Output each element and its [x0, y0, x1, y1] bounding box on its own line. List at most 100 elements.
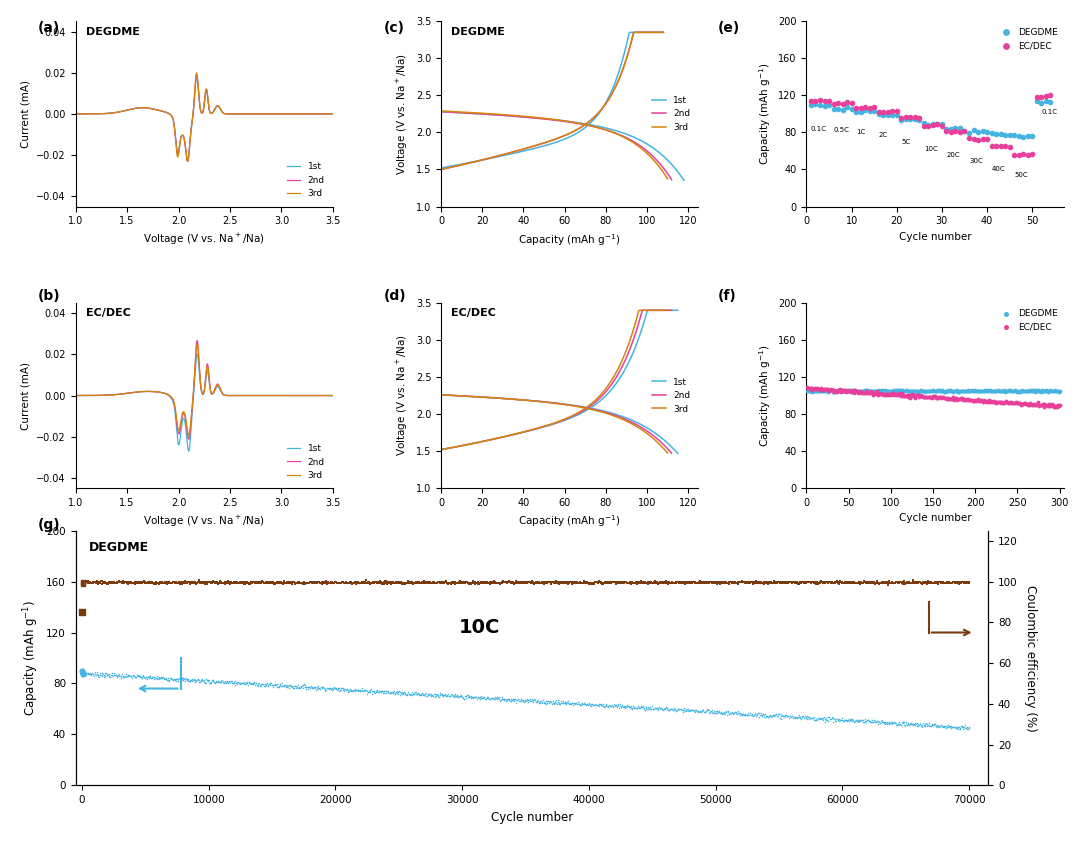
Point — [804, 575, 821, 588]
EC/DEC — [994, 395, 1011, 408]
Point — [353, 576, 370, 590]
EC/DEC — [1011, 396, 1028, 409]
Point — [834, 713, 851, 727]
Point — [833, 711, 850, 725]
EC/DEC — [996, 396, 1013, 409]
Point — [905, 576, 922, 590]
Point — [212, 574, 229, 588]
Point — [573, 576, 591, 590]
Point — [469, 577, 486, 591]
Point — [593, 577, 610, 591]
Point — [314, 680, 332, 694]
Point — [687, 575, 704, 588]
DEGDME — [883, 385, 901, 398]
Point — [847, 714, 864, 728]
Text: (e): (e) — [718, 21, 741, 35]
Point — [616, 576, 633, 589]
Point — [917, 717, 934, 730]
Point — [430, 689, 447, 702]
Point — [486, 690, 503, 704]
Point — [449, 690, 467, 704]
Point — [835, 713, 852, 727]
Point — [131, 669, 148, 683]
Point — [847, 576, 864, 590]
3rd — [326, 109, 339, 119]
EC/DEC — [1000, 396, 1017, 409]
EC/DEC — [1020, 149, 1037, 162]
Point — [232, 576, 249, 590]
Point — [505, 577, 523, 591]
Point — [734, 576, 752, 589]
Point — [208, 675, 226, 689]
Point — [79, 576, 96, 590]
Point — [177, 672, 194, 686]
Point — [244, 677, 261, 690]
DEGDME — [924, 118, 942, 132]
2nd — [326, 391, 339, 401]
Point — [252, 679, 269, 693]
Point — [916, 576, 933, 590]
Point — [450, 690, 468, 704]
DEGDME — [964, 385, 982, 398]
Point — [532, 694, 550, 707]
Point — [386, 686, 403, 700]
Point — [595, 576, 612, 589]
Point — [781, 711, 798, 724]
Point — [890, 717, 907, 730]
EC/DEC — [1015, 397, 1032, 411]
EC/DEC — [907, 388, 924, 402]
Point — [318, 575, 335, 588]
DEGDME — [934, 384, 951, 397]
Point — [379, 576, 396, 589]
EC/DEC — [912, 390, 929, 403]
Point — [731, 576, 748, 589]
Point — [786, 575, 804, 588]
DEGDME — [807, 385, 824, 398]
Point — [283, 679, 300, 693]
Point — [104, 576, 121, 589]
Point — [691, 704, 708, 717]
Point — [478, 576, 496, 589]
Point — [712, 706, 729, 720]
Point — [293, 576, 310, 589]
Point — [757, 710, 774, 723]
Point — [150, 672, 167, 686]
Point — [308, 680, 325, 694]
Point — [748, 708, 766, 722]
Point — [576, 575, 593, 588]
Point — [585, 576, 603, 590]
Point — [382, 686, 400, 700]
DEGDME — [802, 98, 820, 112]
Point — [897, 717, 915, 731]
Point — [894, 577, 912, 591]
Point — [548, 576, 565, 589]
Point — [841, 714, 859, 728]
EC/DEC — [1003, 396, 1021, 409]
Point — [90, 577, 107, 591]
EC/DEC — [883, 104, 901, 118]
Point — [784, 711, 801, 725]
1st — [188, 98, 201, 109]
Point — [843, 576, 861, 590]
Point — [382, 577, 400, 591]
DEGDME — [949, 384, 967, 397]
Point — [509, 693, 526, 706]
Point — [481, 693, 498, 706]
Point — [457, 689, 474, 703]
Point — [310, 576, 327, 589]
Point — [732, 575, 750, 588]
Point — [563, 697, 580, 711]
EC/DEC — [823, 383, 840, 396]
Point — [233, 676, 251, 689]
Point — [207, 576, 225, 589]
DEGDME — [829, 385, 847, 398]
Point — [359, 576, 376, 590]
Point — [341, 683, 359, 697]
Point — [593, 699, 610, 712]
Point — [646, 576, 663, 589]
Point — [192, 673, 210, 687]
Point — [693, 576, 711, 589]
DEGDME — [882, 385, 900, 398]
Text: 10C: 10C — [459, 617, 500, 637]
Point — [267, 678, 284, 692]
